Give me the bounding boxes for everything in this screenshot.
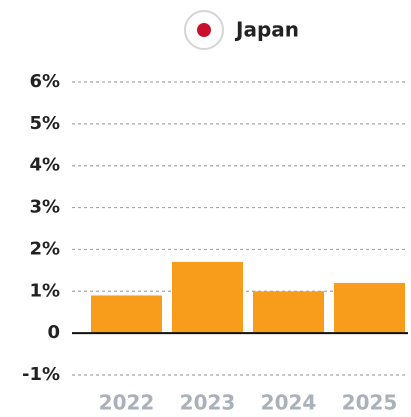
y-tick-label: 3% <box>29 197 60 218</box>
bar <box>253 291 324 334</box>
bar <box>91 295 162 334</box>
y-tick-label: 2% <box>29 238 60 259</box>
y-tick-label: 6% <box>29 71 60 92</box>
y-tick-label: 4% <box>29 155 60 176</box>
bar <box>334 282 405 334</box>
x-tick-label: 2022 <box>99 391 155 415</box>
legend-flag-dot <box>197 23 211 37</box>
x-tick-label: 2024 <box>261 391 317 415</box>
y-tick-label: 5% <box>29 113 60 134</box>
y-tick-label: 0 <box>47 322 60 343</box>
bar <box>172 261 243 334</box>
legend-label: Japan <box>234 18 299 42</box>
y-tick-label: 1% <box>29 280 60 301</box>
x-tick-label: 2025 <box>342 391 398 415</box>
x-tick-label: 2023 <box>180 391 236 415</box>
y-tick-label: -1% <box>22 364 60 385</box>
